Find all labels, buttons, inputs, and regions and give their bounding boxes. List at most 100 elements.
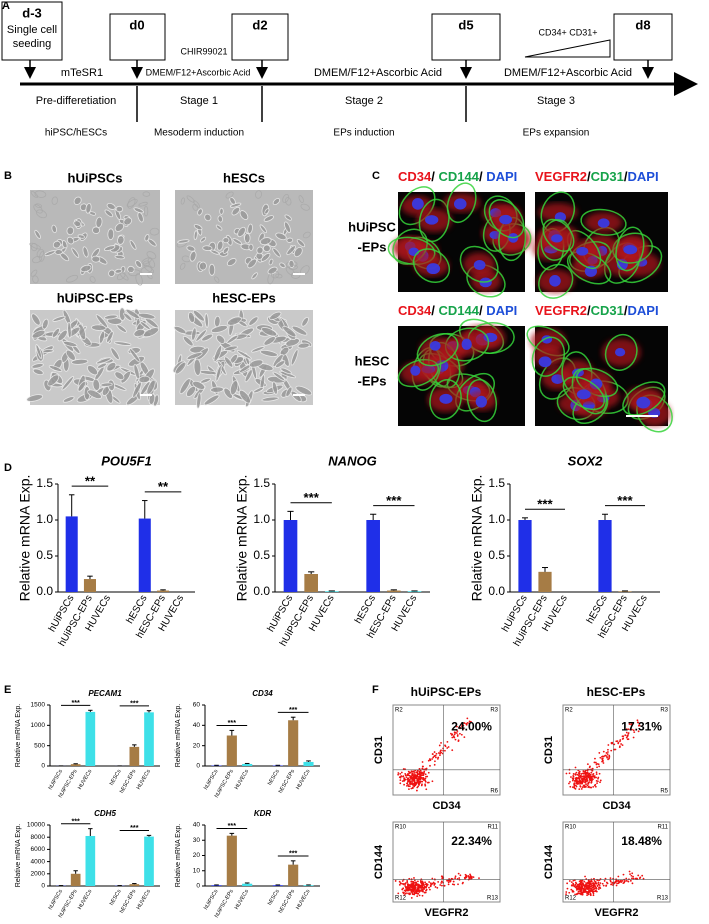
event-dot xyxy=(592,888,595,891)
y-tick-label: 0.5 xyxy=(36,548,53,562)
cell xyxy=(71,247,80,258)
event-dot xyxy=(583,887,585,890)
bar xyxy=(129,746,140,766)
medium: DMEM/F12+Ascorbic Acid xyxy=(504,67,632,79)
event-dot xyxy=(573,885,576,888)
event-dot xyxy=(413,777,415,780)
nucleus xyxy=(425,215,439,225)
region-label: R2 xyxy=(565,708,573,714)
y-tick-label: 0.0 xyxy=(36,584,53,598)
micrograph xyxy=(172,309,313,409)
event-dot xyxy=(586,763,589,766)
event-dot xyxy=(415,892,418,895)
bar xyxy=(303,885,314,886)
event-dot xyxy=(429,888,431,891)
event-dot xyxy=(613,743,616,746)
cell xyxy=(301,316,309,327)
cell xyxy=(80,264,92,273)
region-label: R10 xyxy=(565,825,577,831)
event-dot xyxy=(406,885,409,888)
event-dot xyxy=(421,783,423,786)
cell xyxy=(295,385,313,396)
event-dot xyxy=(439,754,441,756)
event-dot xyxy=(601,760,603,763)
event-dot xyxy=(463,736,466,739)
cell xyxy=(114,268,123,274)
event-dot xyxy=(580,887,582,890)
medium: DMEM/F12+Ascorbic Acid xyxy=(314,67,442,79)
cell xyxy=(146,251,157,260)
bar xyxy=(157,590,170,592)
event-dot xyxy=(597,883,600,885)
event-dot xyxy=(444,744,446,747)
cell xyxy=(180,197,185,205)
event-dot xyxy=(597,888,600,891)
event-dot xyxy=(413,893,416,896)
cell xyxy=(261,396,279,402)
day-label: d-3 xyxy=(22,5,42,20)
event-dot xyxy=(417,884,420,886)
bar xyxy=(598,520,612,592)
nucleus xyxy=(475,395,487,408)
event-dot xyxy=(565,893,567,895)
event-dot xyxy=(574,787,577,790)
cell xyxy=(36,249,45,258)
stain-name: / xyxy=(431,169,438,184)
y-tick-label: 0 xyxy=(41,763,45,770)
event-dot xyxy=(407,888,409,890)
event-dot xyxy=(406,782,409,785)
chart-title: PECAM1 xyxy=(88,689,122,698)
event-dot xyxy=(592,775,594,778)
event-dot xyxy=(444,749,446,752)
event-dot xyxy=(582,779,585,782)
event-dot xyxy=(635,877,638,880)
x-tick-label: hESCs xyxy=(267,889,281,907)
event-dot xyxy=(625,736,628,739)
event-dot xyxy=(570,881,573,883)
event-dot xyxy=(410,880,413,883)
event-dot xyxy=(632,877,635,880)
nucleus xyxy=(623,244,638,255)
event-dot xyxy=(401,888,404,891)
event-dot xyxy=(408,771,411,774)
event-dot xyxy=(633,731,636,734)
event-dot xyxy=(568,772,571,775)
event-dot xyxy=(589,786,591,789)
event-dot xyxy=(621,880,624,882)
event-dot xyxy=(642,877,645,880)
stain-name: CD34 xyxy=(398,303,432,318)
cell xyxy=(204,213,212,222)
event-dot xyxy=(459,874,462,877)
event-dot xyxy=(576,892,578,895)
event-dot xyxy=(470,875,473,878)
cell xyxy=(182,335,194,347)
event-dot xyxy=(617,742,620,745)
event-dot xyxy=(574,893,577,896)
event-dot xyxy=(434,886,437,888)
cell xyxy=(77,234,85,239)
x-tick-label: hESCs xyxy=(267,769,281,787)
event-dot xyxy=(407,892,409,895)
event-dot xyxy=(630,723,633,725)
medium: mTeSR1 xyxy=(61,67,103,79)
event-dot xyxy=(615,884,618,887)
event-dot xyxy=(422,774,425,777)
event-dot xyxy=(594,887,596,890)
event-dot xyxy=(631,728,633,731)
event-dot xyxy=(594,757,596,760)
cell xyxy=(219,207,224,215)
cell xyxy=(133,328,146,338)
chart-title: POU5F1 xyxy=(101,453,152,468)
bar xyxy=(242,763,253,766)
event-dot xyxy=(598,752,601,754)
stain-header: CD34/ CD144/ DAPI xyxy=(398,169,517,184)
cell xyxy=(302,231,311,239)
cell xyxy=(129,239,137,250)
event-dot xyxy=(412,770,415,773)
event-dot xyxy=(570,888,573,891)
error-bar xyxy=(390,589,397,591)
cell xyxy=(188,311,196,324)
event-dot xyxy=(579,785,582,788)
event-dot xyxy=(623,880,626,883)
event-dot xyxy=(446,747,449,749)
